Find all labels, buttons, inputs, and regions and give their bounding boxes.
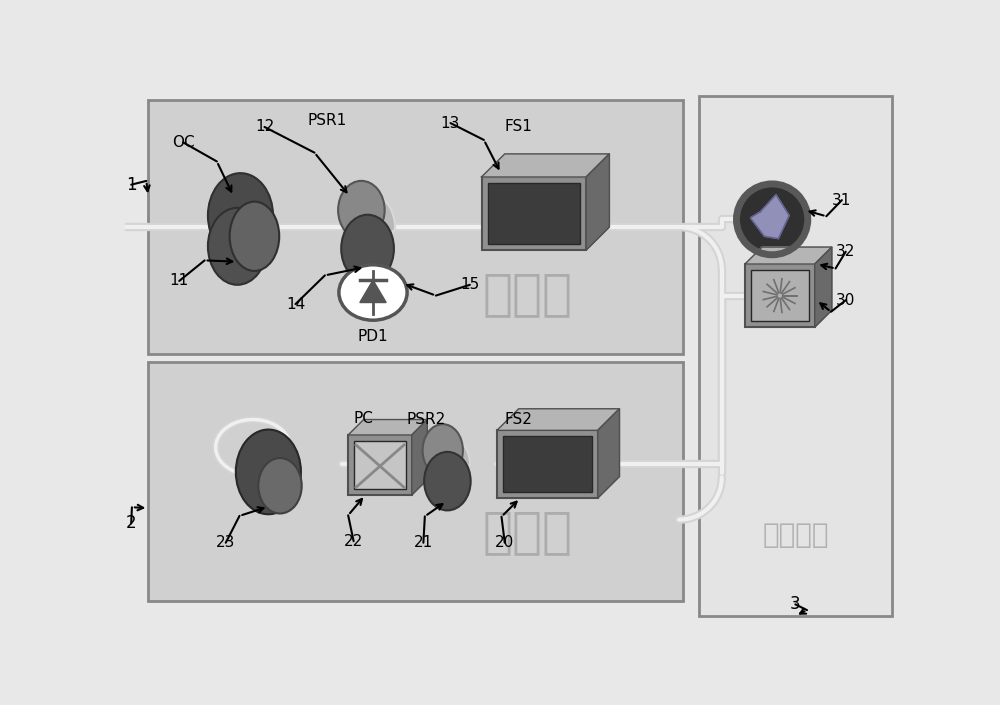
Bar xyxy=(488,183,580,244)
FancyBboxPatch shape xyxy=(148,362,683,601)
Text: 11: 11 xyxy=(170,274,189,288)
Polygon shape xyxy=(750,195,789,238)
Polygon shape xyxy=(745,247,832,264)
Text: 用户端: 用户端 xyxy=(483,508,573,557)
Text: 20: 20 xyxy=(495,535,514,550)
Text: 3: 3 xyxy=(790,595,801,613)
Bar xyxy=(348,435,412,495)
Text: PSR1: PSR1 xyxy=(307,114,346,128)
Text: FS1: FS1 xyxy=(505,119,533,135)
Text: 12: 12 xyxy=(255,119,274,135)
Text: OC: OC xyxy=(172,135,194,150)
Text: 本地端: 本地端 xyxy=(483,270,573,318)
Ellipse shape xyxy=(341,215,394,283)
Polygon shape xyxy=(482,154,609,177)
Ellipse shape xyxy=(230,202,279,271)
Text: 15: 15 xyxy=(460,277,480,293)
Ellipse shape xyxy=(423,424,463,477)
Text: 传递链路: 传递链路 xyxy=(762,521,829,549)
Text: 2: 2 xyxy=(126,515,137,532)
Bar xyxy=(751,270,809,321)
Text: PSR2: PSR2 xyxy=(406,412,445,427)
Text: 23: 23 xyxy=(216,535,235,550)
Polygon shape xyxy=(348,419,427,435)
Ellipse shape xyxy=(258,458,302,513)
Ellipse shape xyxy=(208,208,267,285)
Bar xyxy=(503,436,592,492)
Ellipse shape xyxy=(338,181,385,240)
Text: 32: 32 xyxy=(836,244,855,259)
Text: PC: PC xyxy=(354,410,374,426)
Text: 31: 31 xyxy=(832,192,852,207)
Text: 30: 30 xyxy=(836,293,855,307)
Polygon shape xyxy=(586,154,609,250)
FancyBboxPatch shape xyxy=(148,100,683,354)
Ellipse shape xyxy=(236,429,301,514)
Text: 14: 14 xyxy=(286,297,305,312)
Text: FS2: FS2 xyxy=(505,412,533,427)
Bar xyxy=(354,441,406,489)
Text: 22: 22 xyxy=(344,534,363,548)
Text: 1: 1 xyxy=(126,176,137,194)
Polygon shape xyxy=(815,247,832,327)
Polygon shape xyxy=(360,280,386,302)
Ellipse shape xyxy=(339,265,407,320)
Ellipse shape xyxy=(736,184,808,255)
Text: 21: 21 xyxy=(414,535,433,550)
Ellipse shape xyxy=(208,173,273,258)
Text: PD1: PD1 xyxy=(358,329,388,344)
Polygon shape xyxy=(497,409,619,430)
Bar xyxy=(497,430,598,498)
Polygon shape xyxy=(412,419,427,495)
Bar xyxy=(745,264,815,327)
FancyBboxPatch shape xyxy=(698,96,892,616)
Polygon shape xyxy=(598,409,619,498)
Ellipse shape xyxy=(424,452,471,510)
Text: 13: 13 xyxy=(441,116,460,130)
Bar xyxy=(482,177,586,250)
